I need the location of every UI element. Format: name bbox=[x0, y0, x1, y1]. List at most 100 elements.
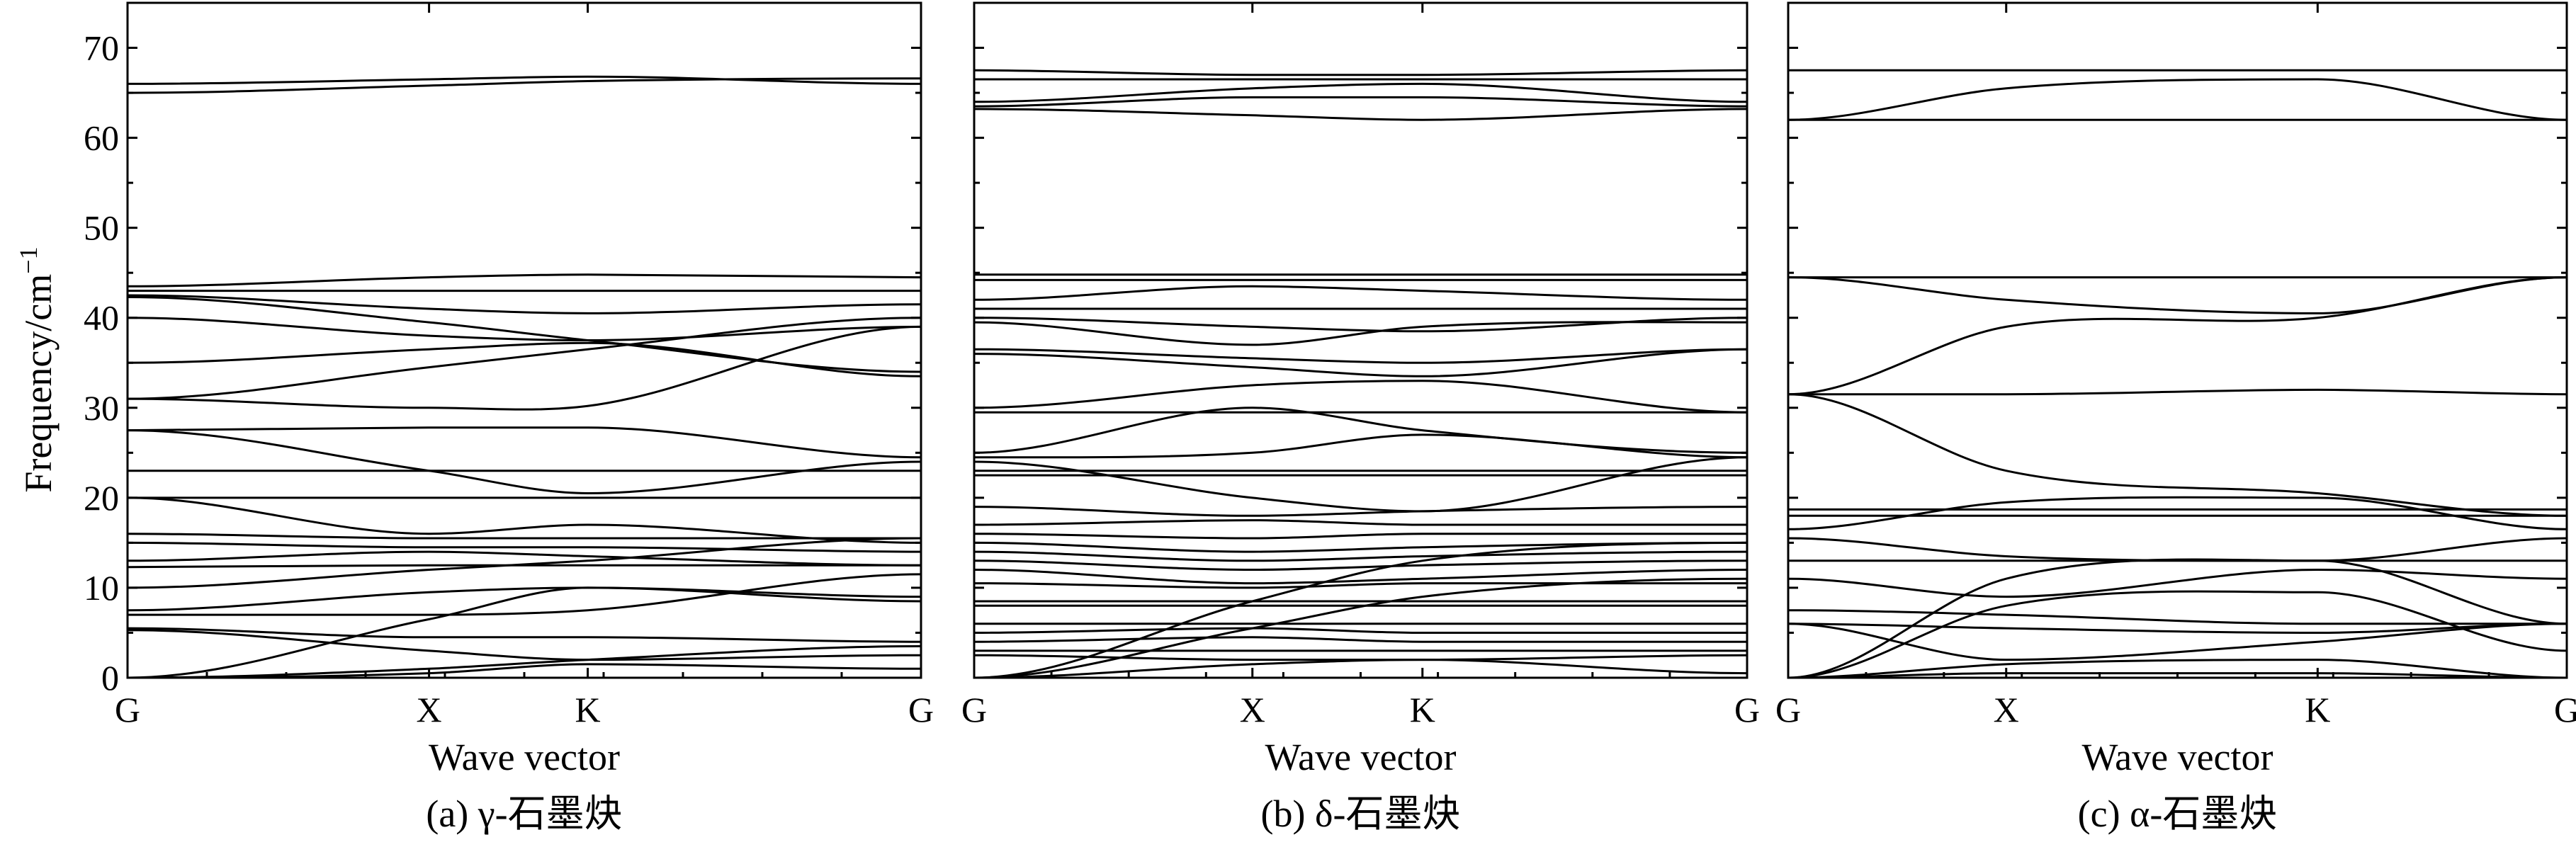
band-line-18 bbox=[127, 550, 922, 567]
y-tick-label: 70 bbox=[84, 28, 119, 68]
band-line-23 bbox=[973, 533, 1747, 540]
band-line-35 bbox=[973, 654, 1748, 661]
band-line-11 bbox=[1787, 496, 2567, 530]
y-tick-label: 30 bbox=[84, 388, 119, 428]
band-line-25 bbox=[127, 586, 922, 679]
x-tick-label-g: G bbox=[1775, 690, 1801, 729]
y-axis-title-main: Frequency/cm bbox=[17, 274, 60, 493]
y-tick-label: 60 bbox=[84, 118, 119, 158]
y-axis: 0 10 20 30 40 50 60 70 bbox=[84, 28, 921, 698]
band-line-37 bbox=[973, 577, 1748, 679]
panel-caption: (a) γ-石墨炔 bbox=[426, 792, 622, 835]
band-line-11 bbox=[973, 321, 1748, 346]
x-tick-label-x: X bbox=[1240, 690, 1265, 729]
band-line-20 bbox=[127, 537, 922, 589]
band-line-14 bbox=[1787, 568, 2567, 598]
band-line-8 bbox=[973, 285, 1748, 301]
band-line-33 bbox=[973, 636, 1747, 643]
band-line-12 bbox=[1787, 537, 2567, 562]
band-line-1 bbox=[973, 69, 1748, 76]
band-line-19 bbox=[1787, 590, 2567, 679]
band-line-10 bbox=[973, 317, 1748, 333]
y-axis bbox=[1788, 47, 2567, 679]
y-tick-label: 50 bbox=[84, 208, 119, 248]
svg-text:Frequency/cm−1: Frequency/cm−1 bbox=[14, 246, 60, 492]
y-axis-title-sup: −1 bbox=[14, 246, 43, 273]
panel-delta-graphyne: G X K G Wave vector (b) δ-石墨炔 bbox=[961, 1, 1760, 835]
band-line-24 bbox=[127, 629, 922, 661]
band-lines bbox=[1787, 69, 2567, 679]
band-line-2 bbox=[127, 77, 922, 94]
band-line-3 bbox=[127, 273, 922, 288]
band-line-21 bbox=[1787, 672, 2567, 679]
x-tick-label-x: X bbox=[1994, 690, 2019, 729]
band-line-36 bbox=[973, 541, 1748, 679]
y-axis-title: Frequency/cm−1 bbox=[14, 246, 60, 492]
band-line-17 bbox=[127, 541, 922, 553]
x-axis-title: Wave vector bbox=[429, 736, 620, 778]
band-line-8 bbox=[1787, 393, 2567, 517]
band-line-12 bbox=[973, 348, 1748, 364]
band-line-20 bbox=[1787, 659, 2567, 679]
band-line-5 bbox=[127, 294, 922, 314]
band-line-27 bbox=[973, 569, 1748, 585]
band-line-18 bbox=[1787, 558, 2567, 679]
band-line-16 bbox=[127, 533, 921, 540]
band-line-8 bbox=[127, 341, 922, 377]
band-line-25 bbox=[973, 550, 1748, 562]
y-axis bbox=[974, 47, 1747, 679]
x-tick-label-g: G bbox=[908, 690, 934, 729]
panel-caption: (c) α-石墨炔 bbox=[2078, 792, 2278, 835]
y-tick-label: 40 bbox=[84, 298, 119, 338]
band-line-4 bbox=[973, 96, 1748, 108]
band-line-5 bbox=[1787, 276, 2567, 314]
x-axis-title: Wave vector bbox=[2082, 736, 2273, 778]
x-tick-label-x: X bbox=[417, 690, 442, 729]
x-tick-label-g: G bbox=[2554, 690, 2576, 729]
band-line-9 bbox=[127, 317, 922, 400]
band-line-24 bbox=[973, 541, 1748, 553]
band-lines bbox=[973, 69, 1748, 679]
band-line-16 bbox=[973, 407, 1748, 454]
band-line-21 bbox=[973, 506, 1748, 517]
y-tick-label: 20 bbox=[84, 478, 119, 518]
x-tick-label-k: K bbox=[1410, 690, 1435, 729]
band-lines bbox=[127, 75, 922, 679]
x-tick-label-g: G bbox=[1734, 690, 1760, 729]
band-line-6 bbox=[127, 296, 922, 373]
panel-caption: (b) δ-石墨炔 bbox=[1261, 792, 1461, 835]
band-line-11 bbox=[127, 426, 922, 459]
band-line-12 bbox=[127, 429, 922, 495]
band-line-14 bbox=[973, 380, 1748, 414]
band-line-23 bbox=[127, 627, 922, 643]
x-tick-label-g: G bbox=[961, 690, 987, 729]
band-line-2 bbox=[1787, 78, 2567, 121]
band-line-6 bbox=[1787, 276, 2567, 396]
x-tick-label-g: G bbox=[115, 690, 140, 729]
band-line-21 bbox=[127, 586, 922, 612]
x-axis-title: Wave vector bbox=[1265, 736, 1457, 778]
band-line-22 bbox=[973, 519, 1747, 526]
band-line-38 bbox=[973, 659, 1748, 679]
band-line-32 bbox=[973, 627, 1747, 635]
band-line-16 bbox=[1787, 623, 2567, 635]
band-line-7 bbox=[1788, 388, 2567, 396]
band-line-15 bbox=[1787, 609, 2567, 625]
band-line-1 bbox=[127, 75, 922, 85]
y-tick-label: 10 bbox=[84, 568, 119, 608]
band-line-10 bbox=[127, 325, 922, 411]
panel-gamma-graphyne: 0 10 20 30 40 50 60 70 G X K G Wave vector (a) γ-石… bbox=[84, 1, 934, 835]
x-tick-label-k: K bbox=[2305, 690, 2330, 729]
band-line-15 bbox=[127, 496, 922, 544]
band-line-22 bbox=[128, 573, 922, 616]
y-tick-label: 0 bbox=[101, 658, 119, 698]
band-line-7 bbox=[127, 317, 922, 342]
band-line-17 bbox=[973, 433, 1748, 459]
band-line-19 bbox=[127, 564, 921, 569]
band-line-5 bbox=[973, 108, 1748, 121]
band-line-18 bbox=[973, 456, 1748, 513]
panel-alpha-graphyne: G X K G Wave vector (c) α-石墨炔 bbox=[1775, 1, 2576, 835]
